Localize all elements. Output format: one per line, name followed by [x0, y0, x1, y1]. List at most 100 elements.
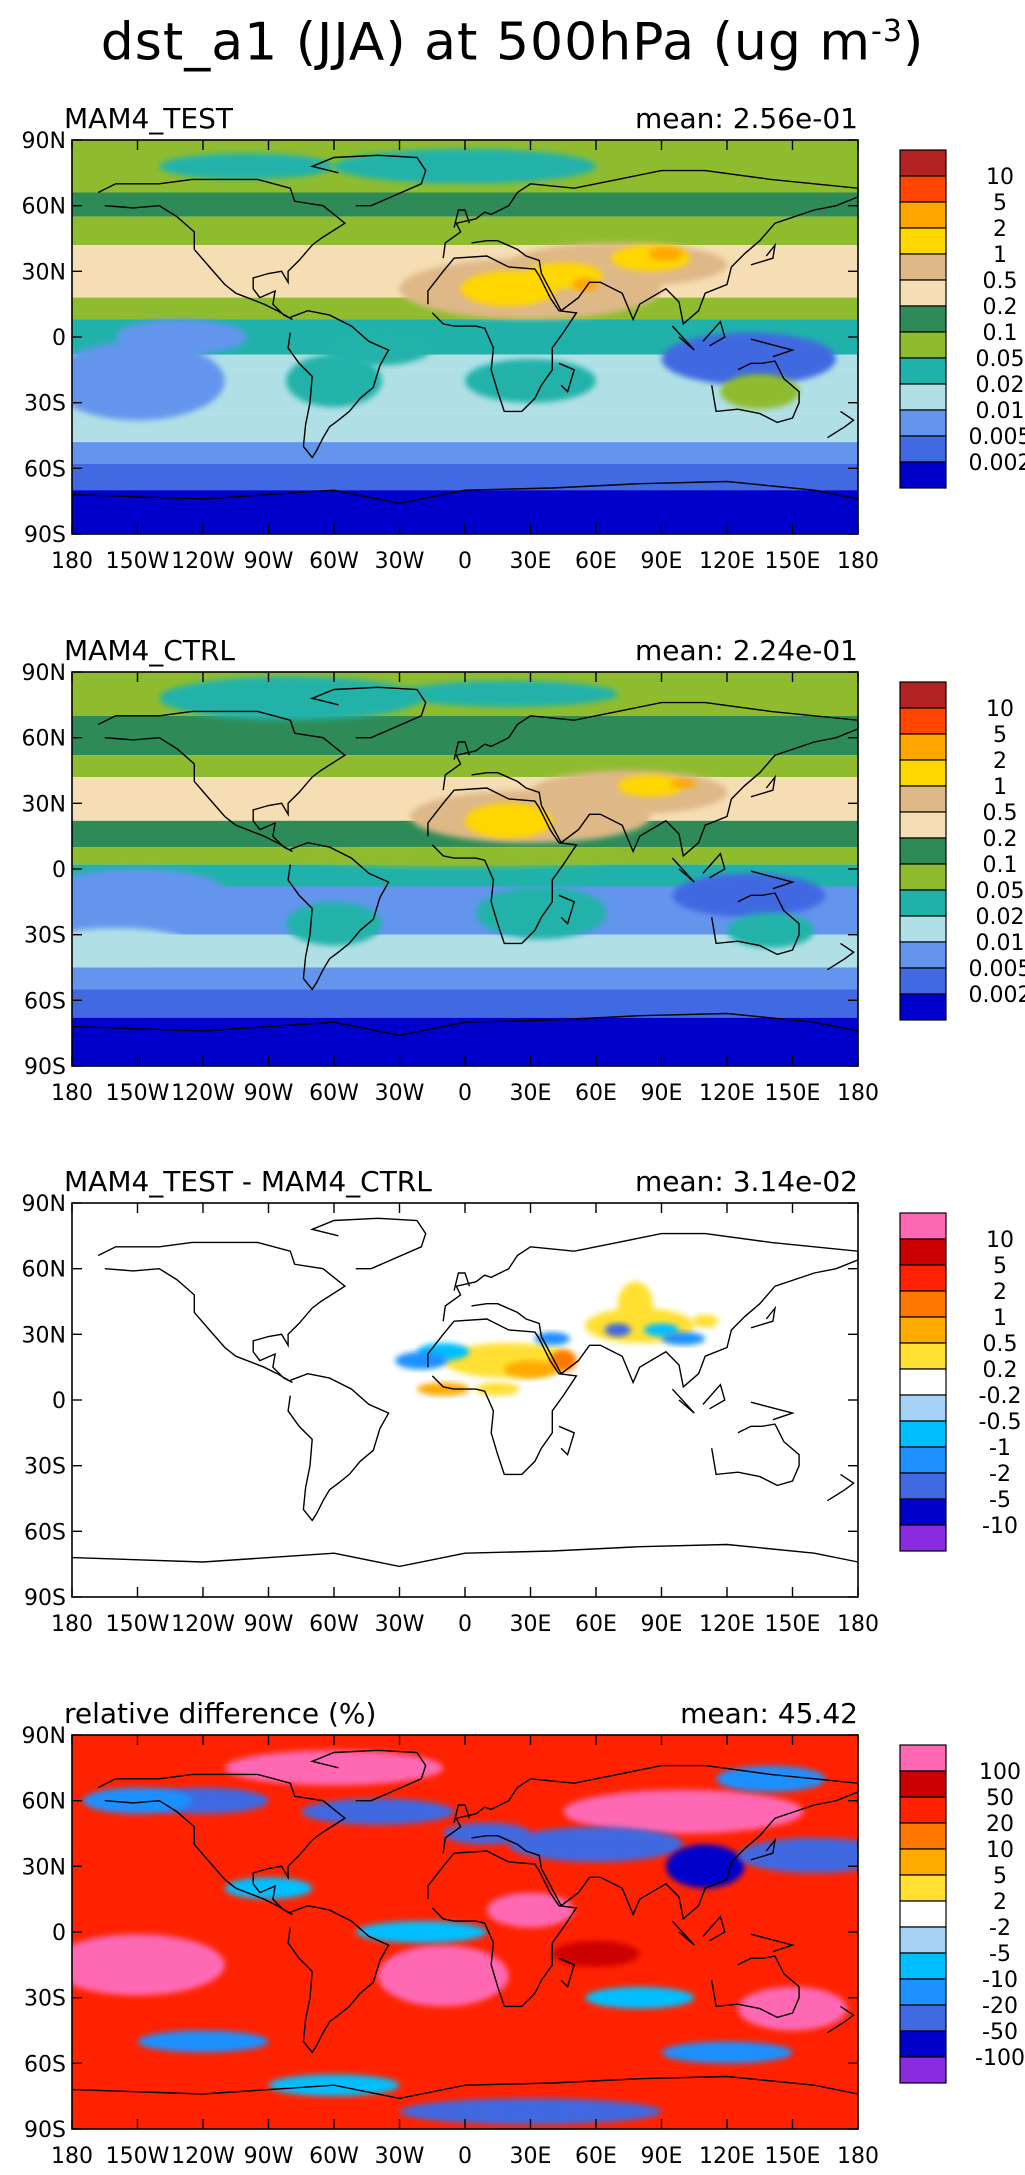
colorbar-box: [899, 785, 947, 813]
colorbar-label: 0.2: [983, 827, 1018, 852]
x-tick-label: 180: [837, 2144, 879, 2169]
coastline: [750, 1401, 795, 1421]
coastline: [442, 1232, 859, 1389]
field-blob: [334, 148, 596, 184]
coastline: [427, 255, 578, 413]
field-blob: [604, 1323, 631, 1337]
field-band: [72, 864, 858, 887]
field-blob: [504, 1360, 557, 1379]
field-blob: [661, 1332, 706, 1346]
colorbar-label: 5: [993, 723, 1007, 748]
x-tick-label: 120E: [699, 549, 755, 574]
field-blob: [720, 374, 800, 410]
panel-mean: mean: 3.14e-02: [635, 1165, 858, 1198]
coastline: [287, 841, 390, 991]
y-tick-label: 90N: [22, 1192, 66, 1217]
y-tick-label: 60N: [22, 1258, 66, 1283]
field-blob: [661, 332, 837, 386]
colorbar-box: [899, 1926, 947, 1954]
x-tick-label: 60W: [309, 1612, 359, 1637]
coastline: [558, 894, 576, 926]
x-tick-label: 180: [51, 2144, 93, 2169]
y-tick-label: 0: [52, 1389, 66, 1414]
panel-2: MAM4_CTRL mean: 2.24e-01 180 150W 120W 90W 60W…: [22, 634, 1025, 1106]
coastline: [442, 701, 859, 858]
colorbar-box: [899, 863, 947, 891]
field-blob: [301, 1798, 455, 1825]
colorbar-box: [899, 2004, 947, 2032]
colorbar-box: [899, 1420, 947, 1448]
colorbar-label: 10: [986, 697, 1014, 722]
y-tick-label: 60S: [24, 1520, 66, 1545]
x-tick-label: 30W: [375, 1081, 425, 1106]
colorbar-box: [899, 2030, 947, 2058]
field-blob: [737, 1837, 858, 1873]
colorbar-label: 0.002: [969, 983, 1025, 1008]
coastline: [287, 309, 390, 459]
x-tick-label: 90E: [641, 2144, 683, 2169]
field-blob: [443, 1822, 531, 1845]
field-blob: [82, 1787, 193, 1814]
colorbar-label: -20: [982, 1994, 1018, 2019]
y-tick-label: 30S: [24, 1455, 66, 1480]
colorbar-box: [899, 331, 947, 359]
colorbar-box: [899, 1978, 947, 2006]
field-blob: [159, 153, 334, 180]
coastline: [702, 320, 726, 347]
field-blob: [286, 354, 382, 408]
field-blob: [115, 319, 247, 355]
colorbar-label: -10: [982, 1514, 1018, 1539]
panel-title: relative difference (%): [64, 1697, 376, 1730]
colorbar-box: [899, 707, 947, 735]
colorbar-box: [899, 1796, 947, 1824]
x-tick-label: 90W: [244, 1612, 294, 1637]
colorbar-label: 2: [993, 1890, 1007, 1915]
colorbar-box: [899, 811, 947, 839]
field-blob: [572, 277, 599, 292]
coastline: [827, 2005, 855, 2034]
y-tick-label: 90S: [24, 523, 66, 548]
map-field: [72, 140, 858, 534]
colorbar-label: 0.5: [983, 801, 1018, 826]
y-tick-label: 90S: [24, 1055, 66, 1080]
field-band: [72, 755, 858, 778]
field-blob: [552, 1940, 640, 1967]
colorbar-label: 0.05: [976, 879, 1025, 904]
panel-title: MAM4_TEST - MAM4_CTRL: [64, 1165, 432, 1198]
colorbar-label: 0.2: [983, 1358, 1018, 1383]
field-blob: [648, 247, 684, 261]
colorbar-box: [899, 279, 947, 307]
x-tick-label: 150W: [106, 2144, 170, 2169]
coastline: [453, 1804, 471, 1823]
colorbar-label: -10: [982, 1968, 1018, 1993]
field-blob: [486, 1892, 575, 1928]
y-tick-label: 90S: [24, 2118, 66, 2143]
field-blob: [159, 676, 422, 721]
coastline: [97, 1241, 347, 1384]
y-tick-label: 30S: [24, 1987, 66, 2012]
colorbar-label: 0.1: [983, 853, 1018, 878]
x-tick-label: 30W: [375, 2144, 425, 2169]
colorbar-box: [899, 1342, 947, 1370]
y-tick-label: 0: [52, 858, 66, 883]
y-tick-label: 30S: [24, 924, 66, 949]
field-blob: [417, 1382, 470, 1396]
colorbar-box: [899, 149, 947, 177]
field-band: [72, 354, 858, 370]
y-tick-label: 60N: [22, 195, 66, 220]
colorbar-box: [899, 1822, 947, 1850]
coastline: [702, 1915, 726, 1942]
coastline: [71, 1012, 859, 1037]
y-tick-label: 60N: [22, 1790, 66, 1815]
y-tick-label: 0: [52, 326, 66, 351]
x-tick-label: 60E: [575, 1612, 617, 1637]
x-tick-label: 90E: [641, 549, 683, 574]
coastline: [309, 1217, 427, 1270]
x-tick-label: 90W: [244, 549, 294, 574]
y-tick-label: 30N: [22, 1855, 66, 1880]
coastline: [309, 1749, 427, 1802]
x-tick-label: 120W: [171, 549, 235, 574]
